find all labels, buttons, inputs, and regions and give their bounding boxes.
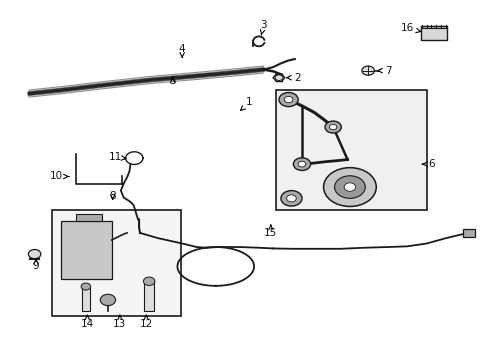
- Text: 1: 1: [240, 98, 252, 111]
- Bar: [275, 90, 426, 210]
- Text: 6: 6: [422, 159, 434, 169]
- Circle shape: [28, 249, 41, 259]
- Text: 7: 7: [377, 66, 391, 76]
- Circle shape: [286, 195, 296, 202]
- Text: 5: 5: [169, 76, 176, 86]
- Circle shape: [298, 161, 305, 167]
- Bar: [462, 229, 473, 237]
- Text: 4: 4: [179, 45, 185, 58]
- Circle shape: [323, 168, 376, 207]
- Circle shape: [361, 66, 374, 75]
- Circle shape: [280, 190, 302, 206]
- Bar: [61, 221, 112, 279]
- Bar: [420, 26, 447, 40]
- Circle shape: [344, 183, 355, 191]
- Text: 3: 3: [260, 20, 266, 35]
- Circle shape: [143, 277, 155, 285]
- Circle shape: [284, 96, 292, 103]
- Circle shape: [275, 75, 282, 81]
- Text: 12: 12: [140, 315, 153, 329]
- Circle shape: [100, 294, 115, 306]
- Text: 16: 16: [400, 23, 420, 33]
- Text: 13: 13: [113, 315, 126, 329]
- Text: 2: 2: [286, 73, 300, 83]
- Text: 8: 8: [109, 191, 116, 201]
- Circle shape: [81, 283, 90, 290]
- Text: 15: 15: [264, 225, 277, 238]
- Bar: [76, 213, 102, 221]
- Circle shape: [279, 93, 298, 107]
- Bar: [81, 287, 90, 311]
- Bar: [52, 210, 181, 316]
- Text: 11: 11: [108, 152, 125, 162]
- Text: 14: 14: [81, 315, 94, 329]
- Bar: [143, 281, 154, 311]
- Text: 10: 10: [50, 171, 69, 181]
- Circle shape: [325, 121, 341, 133]
- Circle shape: [293, 158, 310, 171]
- Circle shape: [329, 125, 336, 130]
- Circle shape: [334, 176, 365, 198]
- Text: 9: 9: [33, 258, 39, 271]
